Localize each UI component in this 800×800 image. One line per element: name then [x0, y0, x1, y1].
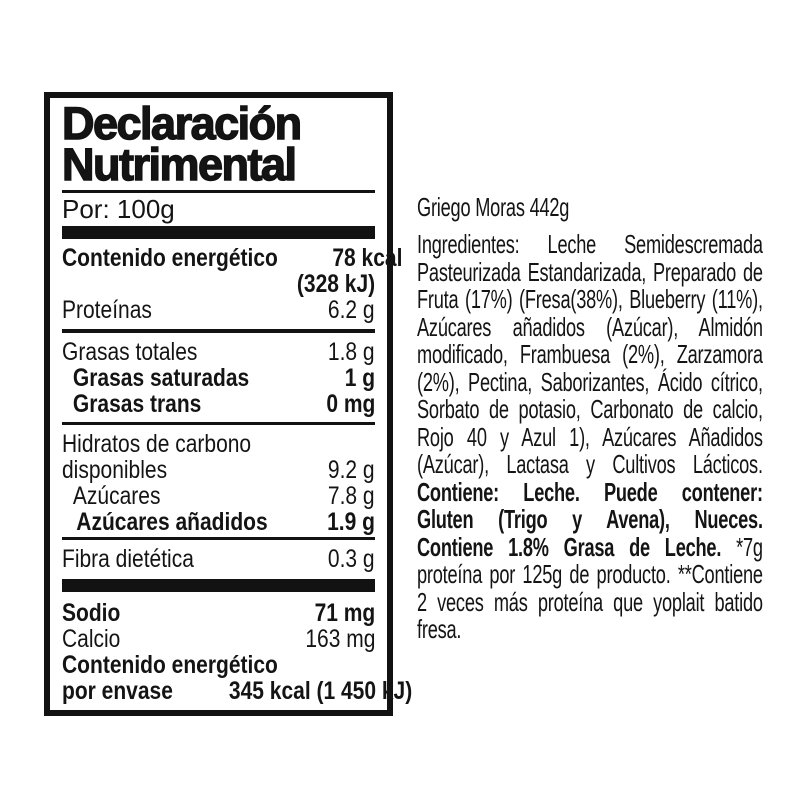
nutrient-label: Azúcares añadidos: [76, 507, 268, 536]
nutrient-label: Contenido energético: [62, 650, 278, 679]
row-fiber: Fibra dietética 0.3 g: [62, 546, 375, 572]
row-energy-per-pack-line2: por envase 345 kcal (1 450 kJ): [62, 676, 412, 705]
allergen-statement: Contiene: Leche. Puede contener: Gluten …: [417, 476, 763, 562]
ingredients-paragraph: Ingredientes: Leche Semidescremada Paste…: [417, 229, 763, 644]
nutrient-label: Hidratos de carbono: [62, 429, 252, 458]
row-energy-kj: (328 kJ): [62, 271, 375, 297]
title-divider: [62, 189, 375, 193]
panel-title-line2: Nutrimental: [61, 138, 297, 190]
product-name: Griego Moras 442g: [417, 192, 570, 222]
section-bar-top: [62, 225, 375, 239]
row-divider: [62, 328, 375, 333]
nutrition-facts-panel: Declaración Nutrimental Por: 100g Conten…: [44, 92, 412, 716]
row-divider: [62, 536, 375, 540]
nutrient-label: Calcio: [62, 624, 121, 653]
row-total-fat: Grasas totales 1.8 g: [62, 339, 375, 365]
row-saturated-fat: Grasas saturadas 1 g: [62, 365, 375, 391]
ingredients-footnotes: *7g proteína por 125g de producto. **Con…: [417, 531, 763, 644]
nutrient-label: Proteínas: [62, 295, 152, 324]
nutrient-value: 1.8 g: [328, 337, 375, 366]
nutrient-value: 163 mg: [304, 624, 375, 653]
nutrient-label: disponibles: [62, 455, 168, 484]
row-sodium: Sodio 71 mg: [62, 600, 375, 626]
nutrient-value: 1 g: [344, 363, 375, 392]
row-divider: [62, 421, 375, 425]
nutrient-label: Fibra dietética: [62, 544, 194, 573]
nutrient-label: Grasas totales: [62, 337, 198, 366]
serving-size: Por: 100g: [62, 193, 175, 224]
nutrient-label: por envase: [62, 676, 173, 705]
section-bar-bottom: [62, 578, 375, 592]
panel-title-line1: Declaración: [61, 98, 303, 149]
nutrient-value: 6.2 g: [328, 295, 375, 324]
row-carbs-line1: Hidratos de carbono: [62, 431, 375, 457]
nutrient-value: 9.2 g: [328, 455, 375, 484]
nutrient-value: 345 kcal (1 450 kJ): [228, 676, 413, 705]
nutrient-value: 1.9 g: [327, 507, 375, 536]
ingredients-column: Griego Moras 442g Ingredientes: Leche Se…: [417, 192, 769, 644]
row-calcium: Calcio 163 mg: [62, 626, 375, 652]
ingredients-text-block: Griego Moras 442g Ingredientes: Leche Se…: [417, 192, 763, 644]
nutrient-value: 7.8 g: [328, 481, 375, 510]
nutrient-label: Contenido energético: [62, 243, 278, 272]
row-sugars: Azúcares 7.8 g: [62, 483, 375, 509]
nutrient-value: 0.3 g: [328, 544, 375, 573]
nutrient-rows: Contenido energético 78 kcal (328 kJ) Pr…: [62, 243, 412, 705]
nutrient-value: 0 mg: [325, 389, 375, 418]
nutrient-label: Sodio: [62, 598, 121, 627]
row-energy-per-pack-line1: Contenido energético: [62, 652, 375, 678]
row-energy: Contenido energético 78 kcal: [62, 243, 402, 272]
panel-title: Declaración Nutrimental: [61, 98, 375, 190]
row-carbs-line2: disponibles 9.2 g: [62, 457, 375, 483]
nutrient-label: Grasas saturadas: [72, 363, 250, 392]
row-added-sugars: Azúcares añadidos 1.9 g: [62, 509, 375, 535]
nutrient-label: Azúcares: [72, 481, 161, 510]
nutrient-value: 78 kcal: [332, 243, 403, 272]
row-trans-fat: Grasas trans 0 mg: [62, 391, 375, 417]
nutrient-value: 71 mg: [314, 598, 375, 627]
row-protein: Proteínas 6.2 g: [62, 297, 375, 323]
ingredients-list: Ingredientes: Leche Semidescremada Paste…: [417, 229, 763, 479]
nutrient-value: (328 kJ): [296, 269, 375, 298]
nutrient-label: Grasas trans: [72, 389, 202, 418]
